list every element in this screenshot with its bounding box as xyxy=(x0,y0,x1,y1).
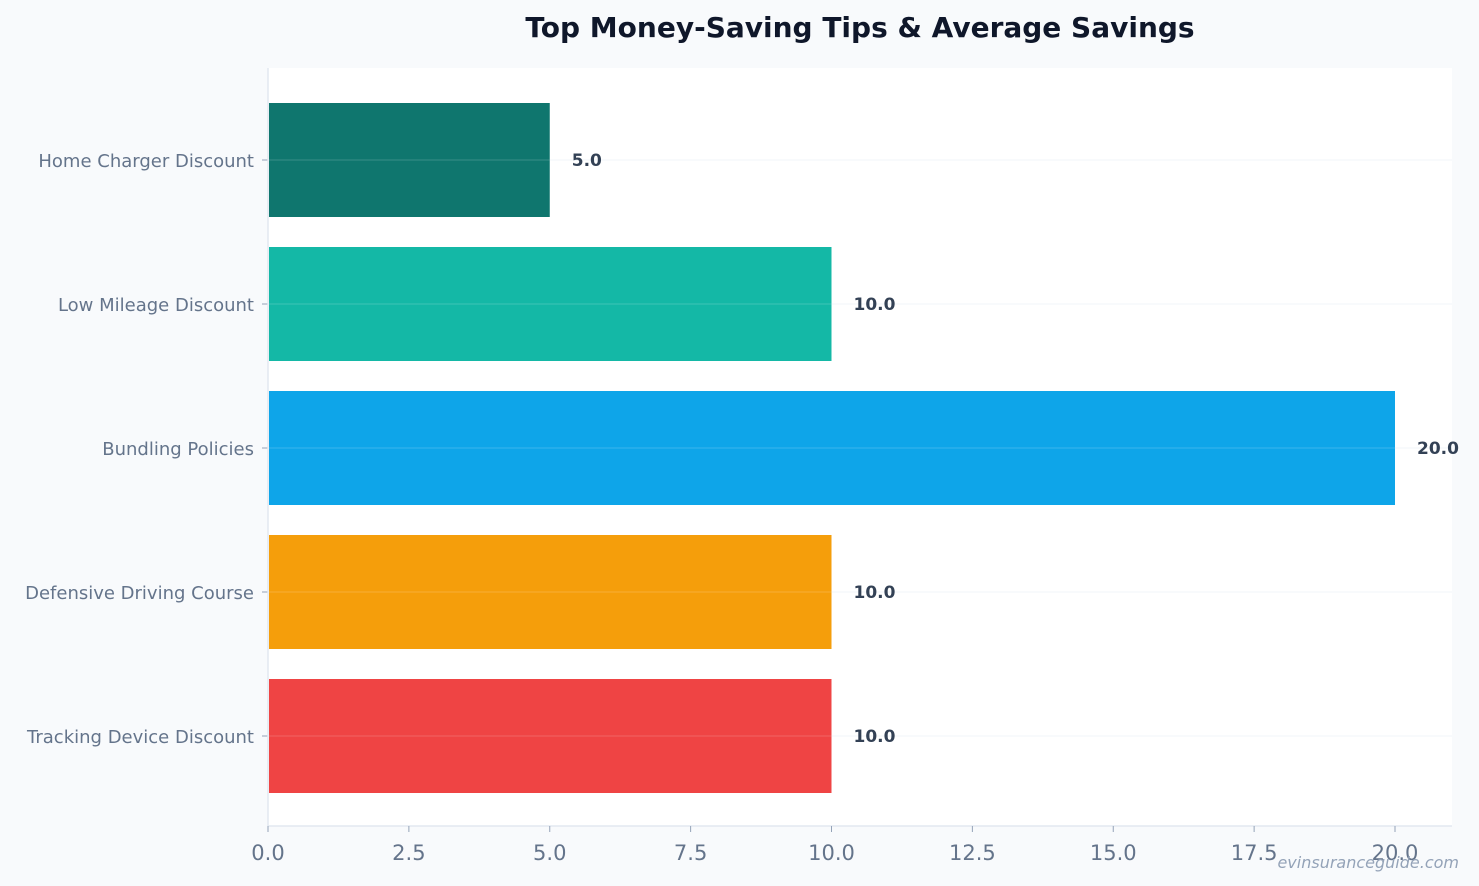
x-tick-label: 7.5 xyxy=(674,841,707,865)
x-tick-label: 20.0 xyxy=(1372,841,1419,865)
x-tick-label: 5.0 xyxy=(533,841,566,865)
data-label: 10.0 xyxy=(854,727,896,747)
category-label: Bundling Policies xyxy=(102,439,254,460)
x-tick-label: 17.5 xyxy=(1231,841,1278,865)
x-tick-label: 2.5 xyxy=(392,841,425,865)
bar xyxy=(269,103,550,217)
x-tick-label: 15.0 xyxy=(1090,841,1137,865)
x-tick-label: 12.5 xyxy=(949,841,996,865)
category-label: Home Charger Discount xyxy=(38,151,254,172)
bar xyxy=(269,535,832,649)
data-label: 10.0 xyxy=(854,295,896,315)
x-tick-label: 10.0 xyxy=(808,841,855,865)
data-label: 10.0 xyxy=(854,583,896,603)
data-label: 5.0 xyxy=(572,151,602,171)
x-tick-label: 0.0 xyxy=(251,841,284,865)
category-label: Tracking Device Discount xyxy=(26,727,254,748)
category-label: Low Mileage Discount xyxy=(58,295,254,316)
bars: 5.0 10.0 20.0 10.0 10.0 xyxy=(269,103,1459,793)
category-label: Defensive Driving Course xyxy=(25,583,254,604)
bar xyxy=(269,679,832,793)
data-label: 20.0 xyxy=(1417,439,1459,459)
watermark: evinsuranceguide.com xyxy=(1277,853,1459,872)
chart-title: Top Money-Saving Tips & Average Savings xyxy=(525,11,1194,44)
bar xyxy=(269,391,1395,505)
bar xyxy=(269,247,832,361)
axes: Home Charger Discount Low Mileage Discoun… xyxy=(25,68,1452,865)
